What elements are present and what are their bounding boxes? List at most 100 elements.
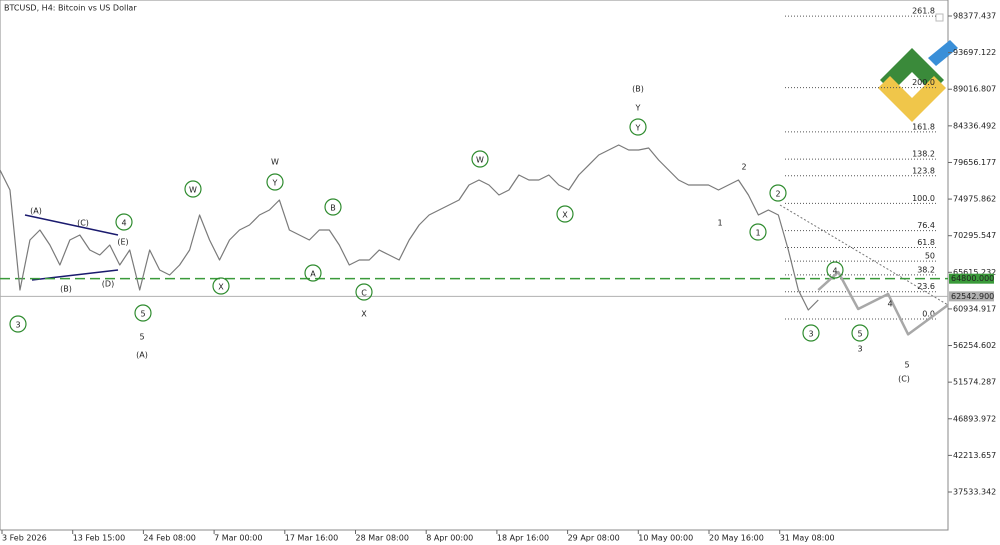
x-tick-label: 3 Feb 2026 — [2, 534, 47, 543]
fib-label: 200.0 — [912, 78, 935, 87]
y-tick-label: 65615.232 — [953, 268, 996, 277]
wave-circle — [184, 180, 202, 198]
x-tick-label: 29 Apr 08:00 — [568, 534, 620, 543]
wave-circle — [212, 277, 230, 295]
fib-label: 38.2 — [917, 265, 935, 274]
fib-label: 0.0 — [922, 310, 935, 319]
wave-label: 5 — [857, 330, 862, 339]
y-tick-label: 79656.177 — [953, 158, 996, 167]
wave-label: 2 — [775, 190, 780, 199]
wave-label: 1 — [717, 219, 722, 228]
wave-label: (A) — [136, 351, 148, 360]
wave-label: C — [361, 289, 367, 298]
y-tick-label: 89016.807 — [953, 85, 996, 94]
fib-label: 61.8 — [917, 238, 935, 247]
wave-label: 2 — [741, 163, 746, 172]
wave-label: W — [189, 186, 197, 195]
wave-circle — [749, 223, 767, 241]
fib-label: 50 — [925, 252, 935, 261]
wave-circle — [826, 261, 844, 279]
price-tag-label: 64800.000 — [951, 274, 994, 283]
y-tick-label: 93697.122 — [953, 48, 996, 57]
wave-label: 3 — [808, 330, 813, 339]
fib-label: 76.4 — [917, 221, 935, 230]
wave-circle — [355, 283, 373, 301]
x-tick-label: 13 Feb 15:00 — [73, 534, 125, 543]
triangle-line — [24, 214, 119, 236]
y-tick-label: 74975.862 — [953, 195, 996, 204]
wave-label: 4 — [832, 267, 837, 276]
y-tick-label: 37533.342 — [953, 487, 996, 496]
trend-line — [779, 204, 949, 306]
chart-title: BTCUSD, H4: Bitcoin vs US Dollar — [4, 4, 137, 13]
y-tick-label: 84336.492 — [953, 121, 996, 130]
price-tag-label: 62542.900 — [951, 292, 994, 301]
wave-label: (E) — [117, 238, 128, 247]
projection-line — [817, 270, 949, 336]
wave-circle — [769, 184, 787, 202]
y-tick-label: 51574.287 — [953, 378, 996, 387]
wave-label: (C) — [898, 375, 910, 384]
window-box — [935, 13, 944, 22]
wave-label: X — [361, 310, 367, 319]
wave-circle — [471, 150, 489, 168]
wave-circle — [851, 324, 869, 342]
plot-frame — [0, 0, 949, 531]
wave-circle — [115, 213, 133, 231]
wave-label: Y — [635, 124, 641, 133]
wave-label: (C) — [77, 219, 89, 228]
x-tick-label: 18 Apr 16:00 — [497, 534, 549, 543]
wave-circle — [324, 198, 342, 216]
x-tick-label: 28 Mar 08:00 — [356, 534, 409, 543]
wave-label: Y — [272, 179, 278, 188]
y-tick-label: 60934.917 — [953, 304, 996, 313]
x-tick-label: 7 Mar 00:00 — [214, 534, 262, 543]
wave-label: 5 — [904, 361, 909, 370]
wave-circle — [266, 173, 284, 191]
wave-label: 5 — [140, 310, 145, 319]
y-tick-label: 56254.602 — [953, 341, 996, 350]
wave-circle — [304, 264, 322, 282]
wave-label: (B) — [632, 85, 644, 94]
fib-label: 138.2 — [912, 150, 935, 159]
fib-label: 23.6 — [917, 282, 935, 291]
wave-label: (D) — [102, 280, 114, 289]
wave-circle — [9, 315, 27, 333]
x-tick-label: 31 May 08:00 — [780, 534, 835, 543]
wave-label: 4 — [121, 219, 126, 228]
wave-label: W — [476, 156, 484, 165]
wave-label: (A) — [30, 207, 42, 216]
wave-circle — [802, 324, 820, 342]
wave-label: Y — [635, 104, 641, 113]
x-tick-label: 8 Apr 00:00 — [426, 534, 473, 543]
fib-label: 100.0 — [912, 194, 935, 203]
price-tag — [949, 291, 994, 302]
x-tick-label: 10 May 00:00 — [638, 534, 693, 543]
wave-label: 5 — [139, 333, 144, 342]
price-tag — [949, 273, 994, 284]
x-tick-label: 24 Feb 08:00 — [143, 534, 195, 543]
wave-circle — [629, 118, 647, 136]
y-tick-label: 46893.972 — [953, 414, 996, 423]
wave-label: W — [271, 158, 279, 167]
wave-label: A — [310, 270, 316, 279]
wave-label: (B) — [60, 285, 72, 294]
fib-label: 123.8 — [912, 166, 935, 175]
y-tick-label: 42213.657 — [953, 451, 996, 460]
logo-green — [880, 48, 944, 92]
wave-label: 3 — [857, 345, 862, 354]
fib-label: 261.8 — [912, 7, 935, 16]
wave-label: X — [218, 283, 224, 292]
wave-label: X — [562, 211, 568, 220]
wave-circle — [134, 304, 152, 322]
wave-label: 3 — [15, 321, 20, 330]
x-tick-label: 17 Mar 16:00 — [285, 534, 338, 543]
y-tick-label: 98377.437 — [953, 12, 996, 21]
x-tick-label: 20 May 16:00 — [709, 534, 764, 543]
wave-label: 1 — [755, 229, 760, 238]
fib-label: 161.8 — [912, 122, 935, 131]
wave-circle — [556, 205, 574, 223]
y-tick-label: 70295.547 — [953, 231, 996, 240]
price-line — [0, 144, 819, 311]
